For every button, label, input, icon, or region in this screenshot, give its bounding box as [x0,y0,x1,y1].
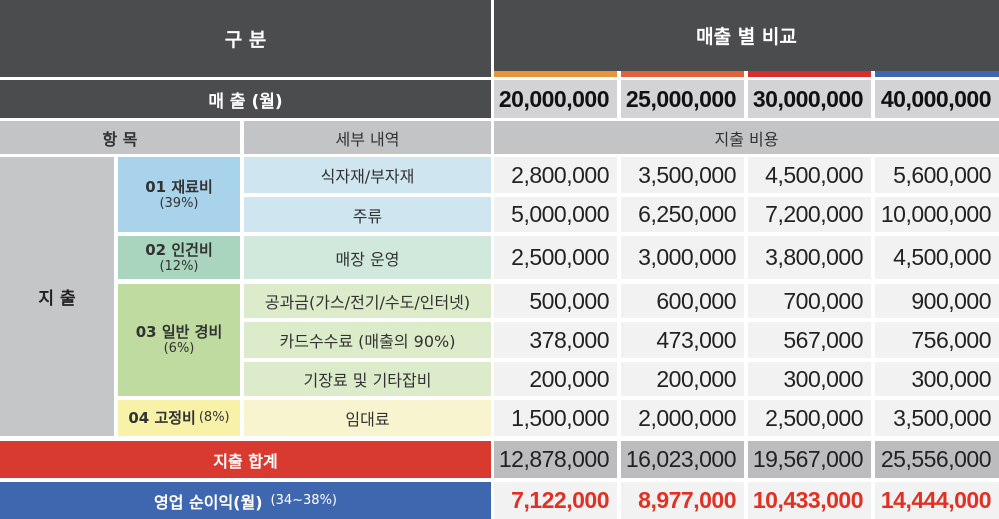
cost-cell: 900,000 [875,284,999,318]
gubun-header: 구 분 [0,0,491,77]
category-pct: (12%) [159,258,199,274]
cost-cell: 378,000 [494,322,617,358]
item-header: 항 목 [0,121,240,154]
sales-label: 매 출 (월) [0,80,491,118]
cost-cell: 500,000 [494,284,617,318]
profit-label-cell: 영업 순이익(월) (34~38%) [0,482,491,519]
cost-cell: 200,000 [621,362,744,396]
category-pct: (8%) [198,410,230,426]
cost-cell: 300,000 [875,362,999,396]
sales-value-1: 20,000,000 [494,80,617,118]
category-labor: 02 인건비 (12%) [118,236,240,279]
category-materials: 01 재료비 (39%) [118,157,240,232]
total-cell: 16,023,000 [621,441,744,478]
cost-cell: 2,800,000 [494,157,617,193]
sales-value-2: 25,000,000 [621,80,744,118]
cost-cell: 2,000,000 [621,400,744,436]
cost-cell: 4,500,000 [875,236,999,279]
category-name: 03 일반 경비 [135,323,223,342]
profit-cell: 8,977,000 [621,482,744,519]
color-bar-3 [748,71,871,77]
sales-value-3: 30,000,000 [748,80,871,118]
detail-cell: 식자재/부자재 [244,157,491,193]
cost-cell: 700,000 [748,284,871,318]
profit-cell: 14,444,000 [875,482,999,519]
profit-label: 영업 순이익(월) [154,492,263,512]
expense-label: 지 출 [0,157,114,436]
cost-cell: 4,500,000 [748,157,871,193]
category-pct: (6%) [163,341,195,357]
cost-cell: 3,800,000 [748,236,871,279]
total-cell: 12,878,000 [494,441,617,478]
cost-cell: 3,500,000 [621,157,744,193]
profit-cell: 7,122,000 [494,482,617,519]
cost-header: 지출 비용 [494,121,999,154]
total-label: 지출 합계 [0,441,491,478]
profit-range: (34~38%) [270,493,337,508]
cost-cell: 10,000,000 [875,197,999,232]
total-cell: 19,567,000 [748,441,871,478]
total-cell: 25,556,000 [875,441,999,478]
cost-cell: 300,000 [748,362,871,396]
category-pct: (39%) [159,195,199,211]
cost-cell: 200,000 [494,362,617,396]
compare-header: 매출 별 비교 [494,0,999,71]
profit-cell: 10,433,000 [748,482,871,519]
cost-cell: 3,000,000 [621,236,744,279]
cost-cell: 5,000,000 [494,197,617,232]
cost-cell: 567,000 [748,322,871,358]
cost-cell: 7,200,000 [748,197,871,232]
cost-cell: 3,500,000 [875,400,999,436]
color-bar-4 [875,71,999,77]
detail-cell: 매장 운영 [244,236,491,279]
category-fixed: 04 고정비 (8%) [118,400,240,436]
detail-header: 세부 내역 [244,121,491,154]
category-general: 03 일반 경비 (6%) [118,284,240,396]
detail-cell: 카드수수료 (매출의 90%) [244,322,491,358]
detail-cell: 주류 [244,197,491,232]
cost-cell: 6,250,000 [621,197,744,232]
category-name: 04 고정비 [128,409,196,427]
category-name: 01 재료비 [145,177,213,196]
detail-cell: 임대료 [244,400,491,436]
detail-cell: 기장료 및 기타잡비 [244,362,491,396]
category-name: 02 인건비 [145,240,213,259]
cost-cell: 5,600,000 [875,157,999,193]
color-bar-2 [621,71,744,77]
cost-cell: 2,500,000 [748,400,871,436]
sales-value-4: 40,000,000 [875,80,999,118]
cost-cell: 600,000 [621,284,744,318]
cost-cell: 473,000 [621,322,744,358]
cost-cell: 2,500,000 [494,236,617,279]
cost-cell: 756,000 [875,322,999,358]
cost-cell: 1,500,000 [494,400,617,436]
color-bar-1 [494,71,617,77]
detail-cell: 공과금(가스/전기/수도/인터넷) [244,284,491,318]
